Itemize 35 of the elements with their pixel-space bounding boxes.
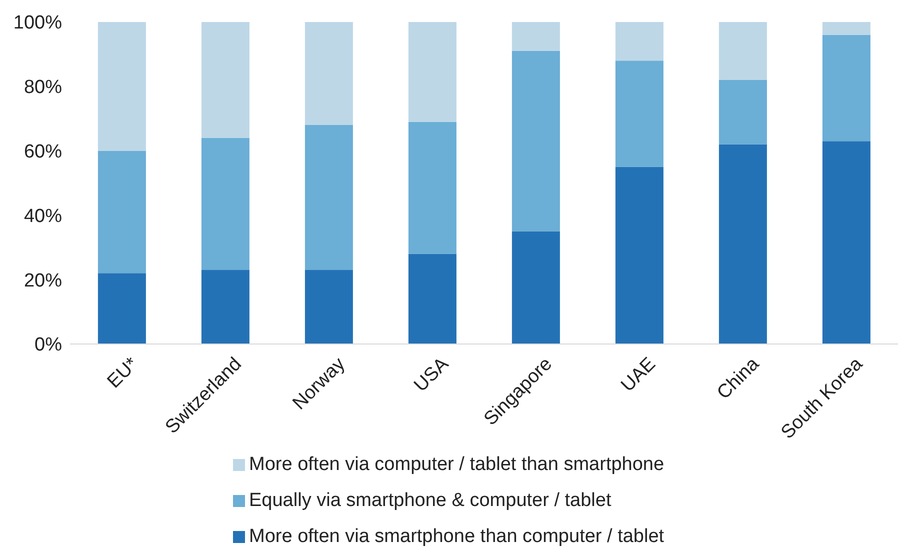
bar xyxy=(615,22,664,61)
bar xyxy=(201,138,250,270)
bar xyxy=(98,273,146,344)
bar xyxy=(512,22,560,51)
bar xyxy=(98,22,146,151)
bar xyxy=(512,231,560,344)
y-tick-label: 60% xyxy=(24,142,62,163)
bar xyxy=(718,144,767,344)
bar xyxy=(822,22,870,35)
legend-label: Equally via smartphone & computer / tablet xyxy=(249,490,612,512)
bar xyxy=(408,22,456,122)
x-tick-label: USA xyxy=(410,354,454,396)
bar xyxy=(304,22,353,126)
bar xyxy=(98,150,146,274)
bar xyxy=(615,166,664,344)
bar xyxy=(718,80,767,144)
x-tick-label: EU* xyxy=(104,353,143,392)
bar xyxy=(718,22,767,80)
bar xyxy=(822,141,870,344)
y-tick-label: 20% xyxy=(24,270,62,292)
legend-label: More often via smartphone than computer / tablet xyxy=(249,526,664,548)
bar xyxy=(304,125,353,270)
y-tick-label: 100% xyxy=(13,12,62,34)
bar xyxy=(304,270,353,344)
bar xyxy=(408,122,456,254)
bar xyxy=(201,22,250,138)
bar xyxy=(408,254,456,344)
y-tick-label: 0% xyxy=(34,334,62,356)
legend-label: More often via computer / tablet than smartphone xyxy=(249,454,664,476)
bar xyxy=(512,50,560,232)
bar xyxy=(201,270,250,344)
y-tick-label: 40% xyxy=(24,206,62,227)
bar xyxy=(822,34,870,142)
y-tick-label: 80% xyxy=(24,77,62,98)
bar xyxy=(615,60,664,167)
